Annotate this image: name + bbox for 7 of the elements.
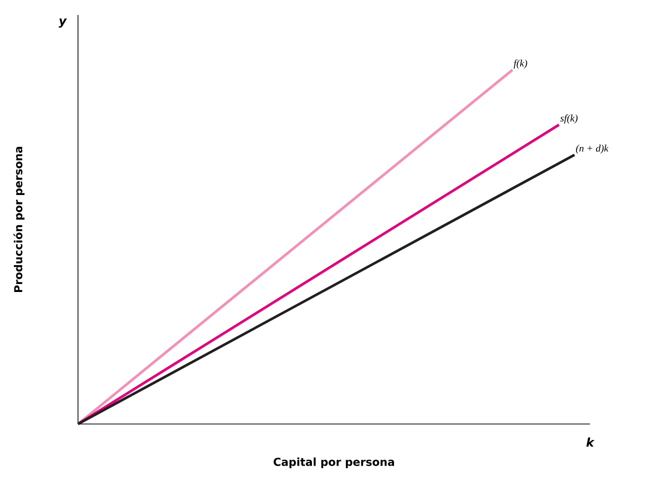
x-axis-title: Capital por persona	[274, 458, 394, 468]
series-label: f(k)	[514, 60, 528, 69]
series-label: sf(k)	[560, 114, 578, 124]
text: y	[58, 18, 67, 28]
y-axis-title: Producción por persona	[13, 146, 24, 292]
text: k	[586, 438, 595, 447]
series-label: (n + d)k	[576, 144, 609, 154]
